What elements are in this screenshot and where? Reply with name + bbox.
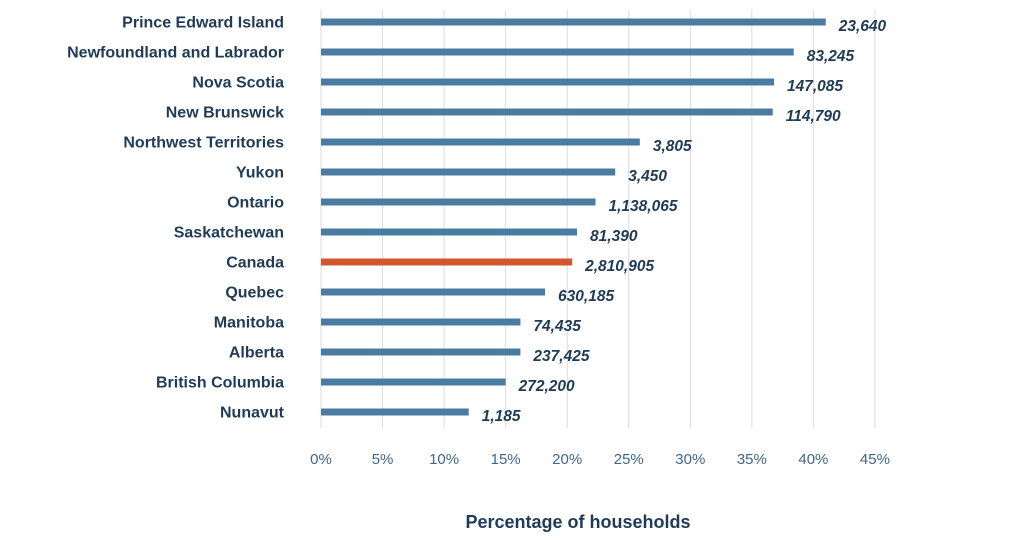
bars xyxy=(321,18,826,416)
bar xyxy=(321,138,640,146)
category-labels: Prince Edward Island Newfoundland and Lab… xyxy=(67,15,285,422)
category-label: Prince Edward Island xyxy=(122,15,284,32)
data-label: 74,435 xyxy=(533,318,581,335)
bar xyxy=(321,318,521,326)
data-label: 81,390 xyxy=(590,228,638,245)
gridlines xyxy=(320,10,876,428)
bar xyxy=(321,348,521,356)
x-tick-label: 25% xyxy=(614,451,644,468)
bar xyxy=(321,168,616,176)
category-label: Yukon xyxy=(236,165,284,182)
bar-highlight xyxy=(321,258,573,266)
data-label: 147,085 xyxy=(787,78,843,95)
category-label: Nunavut xyxy=(220,405,285,422)
x-tick-label: 35% xyxy=(737,451,767,468)
x-tick-label: 40% xyxy=(798,451,828,468)
x-tick-label: 30% xyxy=(675,451,705,468)
x-tick-label: 20% xyxy=(552,451,582,468)
category-label: Saskatchewan xyxy=(174,225,284,242)
category-label: Northwest Territories xyxy=(123,135,284,152)
category-label: British Columbia xyxy=(156,375,284,392)
x-axis-title: Percentage of households xyxy=(465,512,690,532)
category-label: Quebec xyxy=(225,285,284,302)
x-tick-label: 15% xyxy=(491,451,521,468)
data-label: 3,805 xyxy=(653,138,692,155)
category-label: Canada xyxy=(226,255,284,272)
bar xyxy=(321,408,469,416)
category-label: Alberta xyxy=(229,345,284,362)
category-label: Newfoundland and Labrador xyxy=(67,45,284,62)
value-labels: 23,640 83,245 147,085 114,790 3,805 3,450 1,13… xyxy=(482,18,887,425)
bar xyxy=(321,18,826,26)
data-label: 237,425 xyxy=(532,348,589,365)
x-tick-label: 5% xyxy=(372,451,394,468)
bar xyxy=(321,288,546,296)
category-label: Manitoba xyxy=(214,315,284,332)
x-tick-label: 0% xyxy=(310,451,332,468)
data-label: 630,185 xyxy=(558,288,614,305)
bar xyxy=(321,108,773,116)
category-label: New Brunswick xyxy=(166,105,284,122)
data-label: 83,245 xyxy=(807,48,855,65)
category-label: Nova Scotia xyxy=(192,75,284,92)
bar xyxy=(321,378,506,386)
data-label: 3,450 xyxy=(628,168,667,185)
x-tick-label: 45% xyxy=(860,451,890,468)
data-label: 23,640 xyxy=(838,18,887,35)
data-label: 114,790 xyxy=(786,108,841,125)
category-label: Ontario xyxy=(227,195,284,212)
x-tick-label: 10% xyxy=(429,451,459,468)
bar xyxy=(321,198,596,206)
bar xyxy=(321,228,578,236)
data-label: 2,810,905 xyxy=(584,258,654,275)
data-label: 1,138,065 xyxy=(609,198,678,215)
data-label: 272,200 xyxy=(518,378,575,395)
bar xyxy=(321,78,775,86)
x-axis-ticks: 0% 5% 10% 15% 20% 25% 30% 35% 40% 45% xyxy=(310,451,890,468)
bar xyxy=(321,48,794,56)
data-label: 1,185 xyxy=(482,408,521,425)
